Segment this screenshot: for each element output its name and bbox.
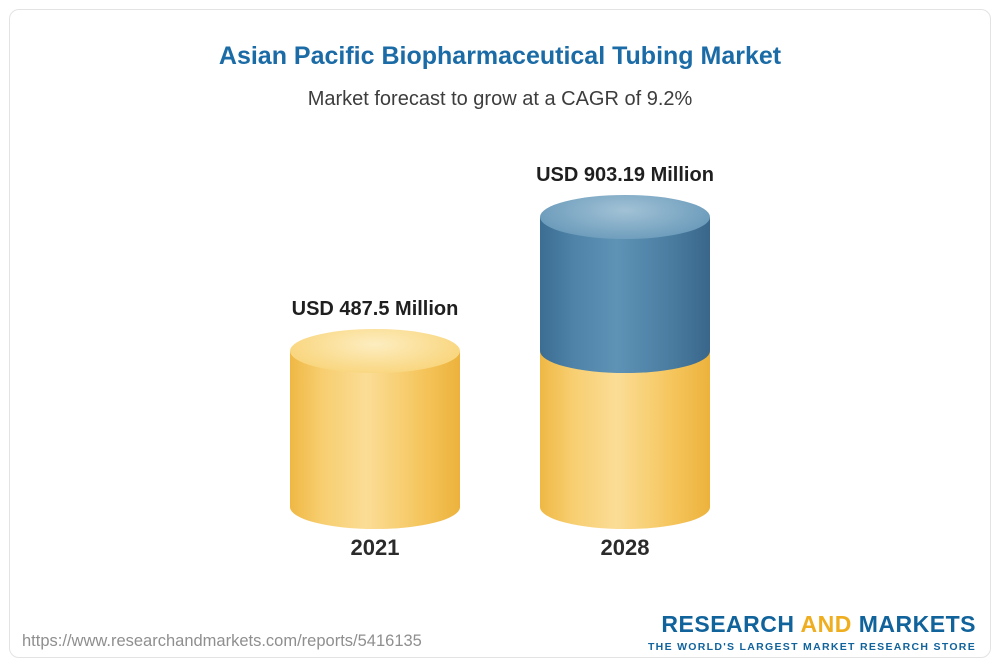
cylinder-2021-top-ellipse [290,328,460,373]
source-url: https://www.researchandmarkets.com/repor… [22,632,422,650]
cylinder-2021-body [290,350,460,529]
chart-title: Asian Pacific Biopharmaceutical Tubing M… [218,42,782,70]
logo-wordmark: RESEARCH AND MARKETS [648,611,976,638]
year-label-2021: 2021 [350,535,400,560]
year-label-2028: 2028 [600,535,650,560]
research-and-markets-logo: RESEARCH AND MARKETS THE WORLD'S LARGEST… [648,611,976,653]
value-label-2021: USD 487.5 Million [291,297,459,320]
cylinder-2028-top-ellipse [540,195,710,239]
logo-word-markets: MARKETS [858,611,976,637]
logo-word-and: AND [800,611,852,637]
logo-word-research: RESEARCH [661,611,795,637]
chart-subtitle: Market forecast to grow at a CAGR of 9.2… [307,88,693,110]
cylinder-2028-growth-segment [540,217,710,373]
logo-tagline: THE WORLD'S LARGEST MARKET RESEARCH STOR… [647,641,976,653]
cylinder-2028-base-segment [540,350,710,529]
value-label-2028: USD 903.19 Million [536,164,714,186]
